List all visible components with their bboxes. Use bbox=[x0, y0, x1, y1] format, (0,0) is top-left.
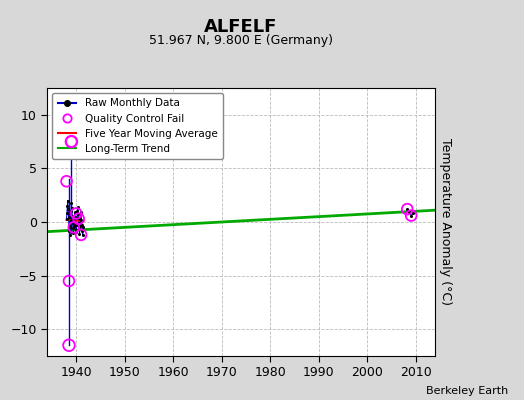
Point bbox=[68, 212, 77, 219]
Point bbox=[407, 212, 416, 219]
Point bbox=[76, 216, 84, 222]
Point bbox=[69, 230, 78, 236]
Point bbox=[64, 206, 72, 212]
Point bbox=[68, 205, 76, 211]
Point bbox=[63, 203, 72, 209]
Point bbox=[69, 220, 77, 226]
Point bbox=[77, 209, 85, 216]
Point bbox=[79, 232, 87, 238]
Text: ALFELF: ALFELF bbox=[204, 18, 278, 36]
Text: 51.967 N, 9.800 E (Germany): 51.967 N, 9.800 E (Germany) bbox=[149, 34, 333, 47]
Point bbox=[74, 204, 82, 210]
Point bbox=[71, 214, 79, 220]
Point bbox=[67, 200, 75, 206]
Point bbox=[69, 225, 77, 232]
Point bbox=[70, 216, 79, 222]
Point bbox=[73, 208, 82, 214]
Point bbox=[74, 220, 83, 226]
Point bbox=[78, 222, 86, 228]
Text: Berkeley Earth: Berkeley Earth bbox=[426, 386, 508, 396]
Point bbox=[409, 210, 417, 217]
Point bbox=[403, 206, 411, 212]
Legend: Raw Monthly Data, Quality Control Fail, Five Year Moving Average, Long-Term Tren: Raw Monthly Data, Quality Control Fail, … bbox=[52, 93, 223, 159]
Point bbox=[407, 212, 416, 219]
Point bbox=[74, 211, 82, 218]
Point bbox=[78, 227, 86, 234]
Point bbox=[72, 226, 80, 233]
Point bbox=[63, 197, 72, 204]
Point bbox=[403, 206, 411, 212]
Point bbox=[67, 208, 75, 214]
Point bbox=[73, 214, 81, 221]
Point bbox=[70, 223, 78, 230]
Point bbox=[62, 216, 71, 222]
Point bbox=[63, 210, 71, 217]
Point bbox=[77, 217, 85, 223]
Point bbox=[77, 232, 85, 238]
Y-axis label: Temperature Anomaly (°C): Temperature Anomaly (°C) bbox=[439, 138, 452, 306]
Point bbox=[65, 342, 73, 348]
Point bbox=[62, 178, 71, 184]
Point bbox=[74, 216, 83, 222]
Point bbox=[65, 227, 73, 234]
Point bbox=[67, 138, 75, 145]
Point bbox=[71, 221, 80, 227]
Point bbox=[64, 214, 73, 220]
Point bbox=[79, 224, 88, 230]
Point bbox=[72, 228, 81, 235]
Point bbox=[67, 217, 75, 223]
Point bbox=[70, 209, 79, 216]
Point bbox=[70, 224, 78, 230]
Point bbox=[75, 223, 84, 230]
Point bbox=[72, 210, 81, 217]
Point bbox=[75, 225, 83, 232]
Point bbox=[67, 138, 75, 145]
Point bbox=[77, 211, 85, 218]
Point bbox=[65, 222, 73, 228]
Point bbox=[405, 209, 413, 216]
Point bbox=[66, 232, 74, 238]
Point bbox=[75, 230, 84, 237]
Point bbox=[65, 278, 73, 284]
Point bbox=[72, 222, 81, 228]
Point bbox=[66, 224, 74, 230]
